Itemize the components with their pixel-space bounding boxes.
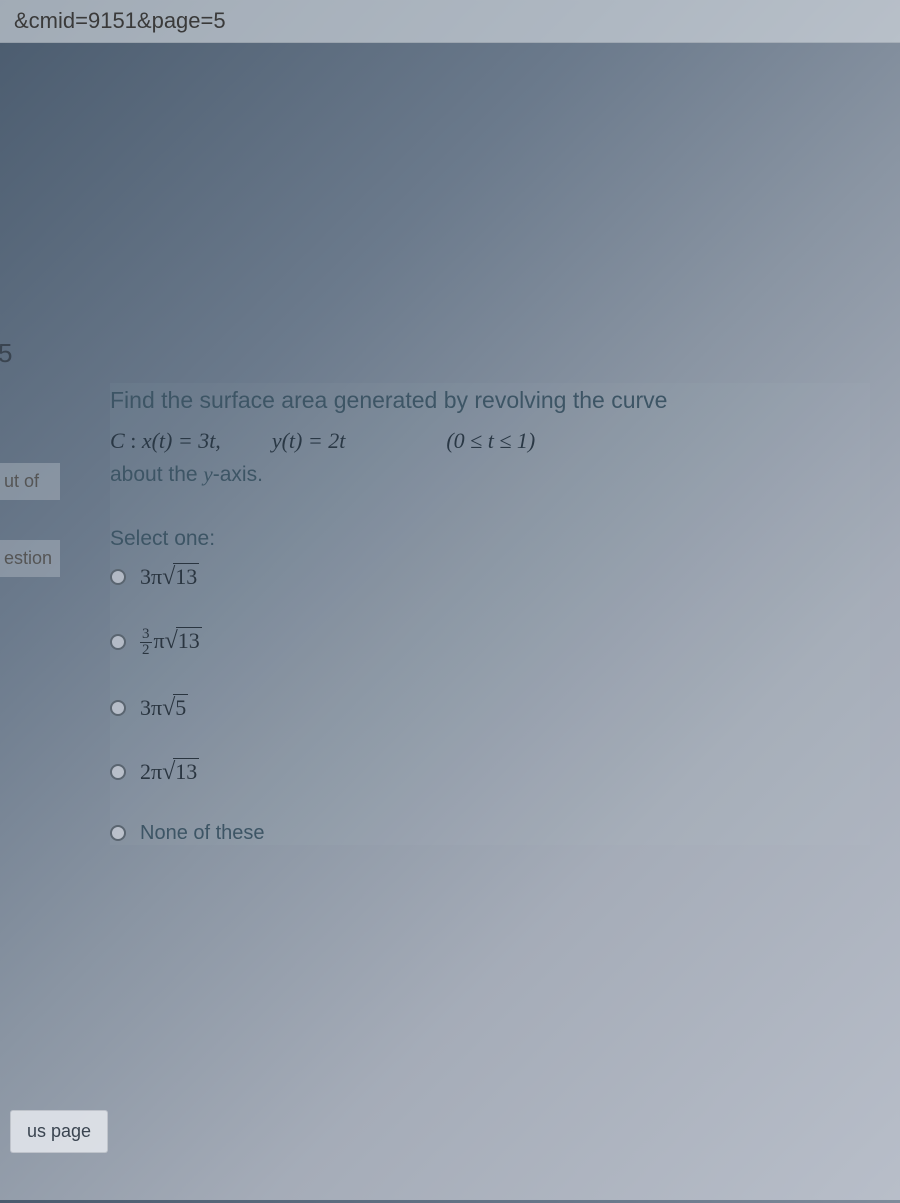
radio-icon[interactable] (110, 634, 126, 650)
opt1-radicand: 13 (173, 563, 199, 590)
option-4-text: 2π√13 (140, 758, 199, 786)
option-3[interactable]: 3π√5 (110, 694, 870, 722)
question-intro: Find the surface area generated by revol… (110, 383, 870, 418)
option-4[interactable]: 2π√13 (110, 758, 870, 786)
curve-label: C (110, 428, 125, 453)
option-1[interactable]: 3π√13 (110, 563, 870, 591)
y-func: y(t) = 2t (272, 428, 346, 453)
option-1-text: 3π√13 (140, 563, 199, 591)
curve-formula: C : x(t) = 3t, y(t) = 2t (0 ≤ t ≤ 1) (110, 428, 870, 454)
select-one-label: Select one: (110, 527, 870, 551)
previous-page-button[interactable]: us page (10, 1110, 108, 1153)
option-2[interactable]: 32π√13 (110, 627, 870, 658)
content-area: Find the surface area generated by revol… (60, 63, 900, 1203)
opt3-radicand: 5 (173, 694, 188, 721)
url-text: &cmid=9151&page=5 (14, 8, 226, 33)
sidebar-flag-label[interactable]: estion (0, 540, 60, 577)
opt1-coef: 3 (140, 564, 151, 589)
opt4-radicand: 13 (173, 758, 199, 785)
radio-icon[interactable] (110, 700, 126, 716)
option-5-text: None of these (140, 822, 265, 845)
question-number: 5 (0, 338, 12, 369)
about-line: about the y-axis. (110, 462, 870, 487)
x-func: x(t) = 3t, (142, 428, 221, 453)
about-axis: y (203, 462, 212, 486)
opt2-num: 3 (140, 627, 152, 643)
about-prefix: about the (110, 463, 203, 486)
opt2-den: 2 (140, 643, 152, 658)
option-2-text: 32π√13 (140, 627, 202, 658)
sidebar: ut of estion (0, 63, 60, 1203)
opt4-coef: 2 (140, 759, 151, 784)
main-container: ut of estion Find the surface area gener… (0, 63, 900, 1203)
option-5[interactable]: None of these (110, 822, 870, 845)
option-3-text: 3π√5 (140, 694, 188, 722)
sidebar-outof-label: ut of (0, 463, 60, 500)
radio-icon[interactable] (110, 764, 126, 780)
url-bar: &cmid=9151&page=5 (0, 0, 900, 43)
opt3-coef: 3 (140, 695, 151, 720)
question-card: Find the surface area generated by revol… (110, 383, 870, 845)
radio-icon[interactable] (110, 825, 126, 841)
domain: (0 ≤ t ≤ 1) (446, 428, 535, 453)
radio-icon[interactable] (110, 569, 126, 585)
opt2-radicand: 13 (176, 627, 202, 654)
about-suffix: -axis. (213, 463, 263, 486)
